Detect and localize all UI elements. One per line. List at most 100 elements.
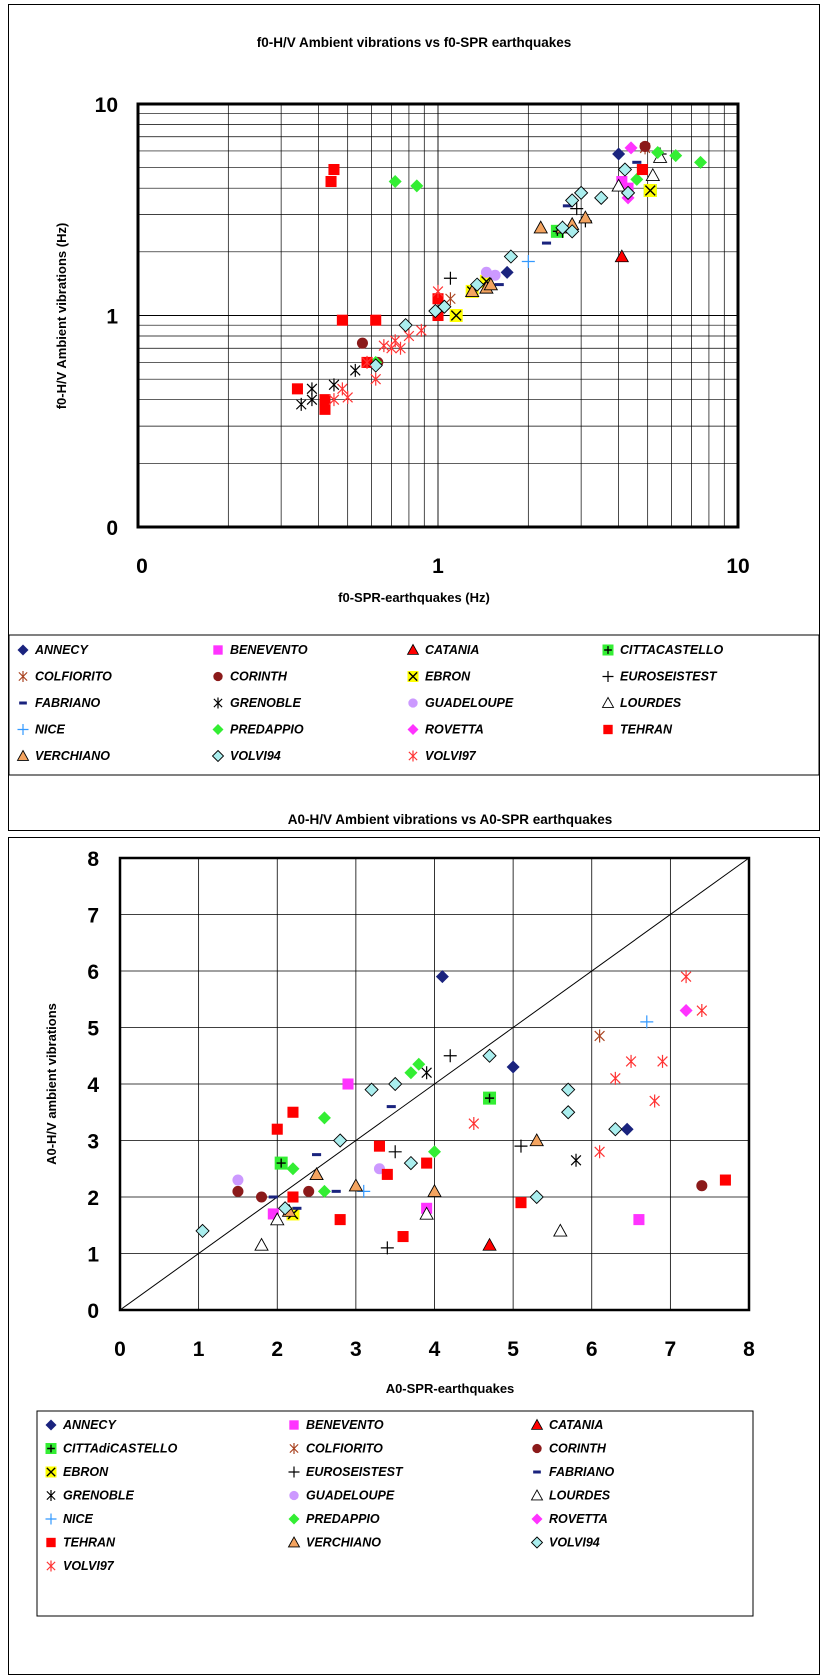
legend-marker bbox=[45, 1419, 57, 1431]
legend-item-fabriano: FABRIANO bbox=[533, 1465, 615, 1479]
data-point bbox=[630, 172, 644, 186]
marker-shape bbox=[334, 1214, 346, 1226]
marker-shape bbox=[17, 724, 29, 735]
data-point bbox=[398, 318, 413, 333]
data-point bbox=[303, 1185, 315, 1197]
data-point bbox=[337, 382, 348, 396]
legend-marker bbox=[530, 1536, 544, 1549]
legend-marker bbox=[408, 750, 418, 762]
marker-shape bbox=[611, 178, 626, 192]
marker-shape bbox=[317, 1184, 331, 1198]
data-point bbox=[292, 1206, 302, 1210]
data-point bbox=[432, 293, 444, 305]
data-point bbox=[349, 363, 361, 377]
marker-shape bbox=[533, 1470, 541, 1474]
data-point bbox=[625, 1054, 637, 1068]
legend-item-rovetta: ROVETTA bbox=[407, 723, 484, 737]
marker-shape bbox=[625, 1054, 637, 1068]
marker-shape bbox=[694, 155, 708, 169]
y-tick-label: 2 bbox=[87, 1187, 99, 1210]
marker-shape bbox=[696, 1180, 708, 1192]
plot-frame bbox=[118, 856, 751, 1312]
data-point bbox=[657, 1054, 668, 1068]
marker-shape bbox=[232, 1185, 244, 1197]
marker-shape bbox=[412, 1057, 426, 1071]
marker-shape bbox=[195, 1223, 210, 1239]
data-point bbox=[389, 334, 401, 348]
marker-shape bbox=[19, 701, 27, 705]
legend-label: VOLVI94 bbox=[549, 1536, 600, 1550]
series-grenoble bbox=[295, 363, 361, 411]
y-axis-label: f0-H/V Ambient vibrations (Hz) bbox=[54, 223, 69, 410]
marker-shape bbox=[404, 1066, 418, 1080]
marker-shape bbox=[532, 1443, 542, 1454]
marker-shape bbox=[489, 269, 501, 281]
legend-label: ANNECY bbox=[34, 643, 89, 657]
legend-marker bbox=[19, 701, 27, 705]
data-point bbox=[612, 147, 626, 161]
data-point bbox=[368, 358, 383, 373]
data-point bbox=[309, 1166, 324, 1181]
marker-cross bbox=[644, 185, 656, 196]
data-point bbox=[403, 329, 415, 343]
legend-label: COLFIORITO bbox=[306, 1442, 383, 1456]
marker-shape bbox=[541, 241, 552, 245]
data-point bbox=[410, 179, 424, 193]
marker-shape bbox=[356, 337, 368, 349]
marker-shape bbox=[337, 382, 348, 396]
marker-shape bbox=[427, 1183, 442, 1198]
data-point bbox=[620, 1122, 634, 1136]
data-point bbox=[578, 210, 593, 224]
legend-item-fabriano: FABRIANO bbox=[19, 696, 101, 710]
marker-shape bbox=[292, 1206, 302, 1210]
data-point bbox=[336, 314, 348, 326]
data-point bbox=[319, 394, 331, 406]
data-point bbox=[620, 185, 636, 201]
data-point bbox=[617, 162, 633, 177]
legend-label: FABRIANO bbox=[35, 696, 101, 710]
data-point bbox=[412, 1057, 426, 1071]
marker-shape bbox=[386, 1105, 396, 1109]
x-tick-label: 0 bbox=[114, 1338, 126, 1361]
series-corinth bbox=[232, 1180, 708, 1203]
marker-shape bbox=[503, 249, 519, 264]
legend-item-benevento: BENEVENTO bbox=[289, 1418, 384, 1432]
legend-item-corinth: CORINTH bbox=[532, 1442, 607, 1456]
legend-marker bbox=[213, 697, 223, 709]
legend-item-predappio: PREDAPPIO bbox=[288, 1512, 380, 1526]
marker-shape bbox=[288, 1466, 300, 1478]
series-guadeloupe bbox=[480, 266, 501, 281]
series-annecy bbox=[435, 970, 634, 1136]
legend-item-volvi94: VOLVI94 bbox=[530, 1536, 600, 1550]
marker-shape bbox=[443, 1049, 457, 1063]
legend-item-euroseistest: EUROSEISTEST bbox=[602, 670, 718, 684]
data-point bbox=[483, 1091, 497, 1105]
y-tick-label: 10 bbox=[95, 94, 118, 117]
data-point bbox=[468, 1117, 480, 1131]
marker-shape bbox=[594, 190, 609, 205]
data-point bbox=[428, 1145, 441, 1159]
marker-shape bbox=[500, 265, 514, 279]
data-point bbox=[388, 1145, 402, 1159]
data-point bbox=[541, 241, 552, 245]
data-point bbox=[611, 178, 626, 192]
data-point bbox=[503, 249, 519, 264]
legend-marker bbox=[46, 1490, 56, 1501]
series-volvi97 bbox=[328, 284, 444, 407]
marker-shape bbox=[494, 283, 504, 287]
legend-item-tehran: TEHRAN bbox=[603, 723, 673, 737]
marker-shape bbox=[610, 1071, 621, 1085]
series-grenoble bbox=[421, 1066, 582, 1167]
legend-label: GRENOBLE bbox=[63, 1489, 135, 1503]
marker-shape bbox=[213, 697, 223, 709]
marker-shape bbox=[416, 323, 427, 337]
marker-shape bbox=[640, 1015, 654, 1029]
data-point bbox=[287, 1191, 299, 1203]
marker-shape bbox=[364, 1082, 379, 1097]
gridlines bbox=[138, 104, 738, 527]
marker-shape bbox=[645, 167, 661, 181]
data-point bbox=[361, 355, 373, 369]
marker-shape bbox=[468, 1117, 480, 1131]
legend-label: LOURDES bbox=[549, 1489, 611, 1503]
marker-shape bbox=[408, 698, 418, 708]
